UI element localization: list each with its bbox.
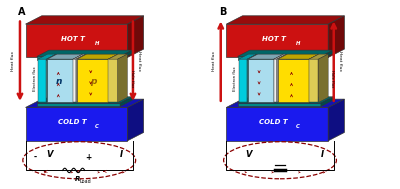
Text: Electron flux: Electron flux <box>32 67 36 91</box>
Text: n: n <box>56 77 62 86</box>
Polygon shape <box>274 54 284 102</box>
Polygon shape <box>247 54 257 102</box>
Text: Hole flux: Hole flux <box>130 70 134 88</box>
Polygon shape <box>278 54 319 59</box>
Polygon shape <box>328 16 344 57</box>
Polygon shape <box>238 97 333 103</box>
Polygon shape <box>248 54 284 59</box>
Text: Hole flux: Hole flux <box>330 70 334 88</box>
Polygon shape <box>37 50 132 57</box>
Text: Heat flux: Heat flux <box>338 51 342 71</box>
Polygon shape <box>46 54 56 102</box>
Text: p: p <box>90 77 96 86</box>
Text: COLD T: COLD T <box>259 119 288 125</box>
Polygon shape <box>238 103 321 106</box>
Text: I: I <box>321 149 324 159</box>
Polygon shape <box>239 54 257 59</box>
Text: HOT T: HOT T <box>61 36 85 42</box>
Polygon shape <box>226 99 344 108</box>
Text: Heat flux: Heat flux <box>212 51 216 71</box>
Polygon shape <box>108 59 118 102</box>
Text: V: V <box>245 149 252 159</box>
Polygon shape <box>278 59 309 102</box>
Polygon shape <box>38 54 56 59</box>
Polygon shape <box>238 57 321 60</box>
Text: C: C <box>95 124 99 129</box>
Text: B: B <box>219 7 226 17</box>
Polygon shape <box>226 108 328 141</box>
Polygon shape <box>73 54 83 102</box>
Polygon shape <box>239 59 247 102</box>
Polygon shape <box>274 54 286 59</box>
Text: COLD T: COLD T <box>58 119 87 125</box>
Polygon shape <box>37 103 120 106</box>
Polygon shape <box>238 50 333 57</box>
Text: V: V <box>46 149 53 159</box>
Polygon shape <box>73 54 86 59</box>
Polygon shape <box>108 54 118 102</box>
Polygon shape <box>47 54 83 59</box>
Text: Electron flux: Electron flux <box>233 67 237 91</box>
Polygon shape <box>118 54 127 102</box>
Polygon shape <box>120 97 132 106</box>
Polygon shape <box>321 97 333 106</box>
Text: Heat flux: Heat flux <box>138 51 142 71</box>
Polygon shape <box>248 59 274 102</box>
Polygon shape <box>226 16 344 24</box>
Polygon shape <box>309 54 328 59</box>
Polygon shape <box>127 99 144 141</box>
Polygon shape <box>37 57 120 60</box>
Polygon shape <box>127 16 144 57</box>
Polygon shape <box>321 50 333 60</box>
Text: -: - <box>33 153 36 162</box>
Text: HOT T: HOT T <box>262 36 286 42</box>
Polygon shape <box>108 54 127 59</box>
Text: R: R <box>75 176 80 182</box>
Polygon shape <box>77 54 118 59</box>
Polygon shape <box>277 54 286 102</box>
Polygon shape <box>309 59 318 102</box>
Polygon shape <box>328 99 344 141</box>
Polygon shape <box>38 59 46 102</box>
Text: A: A <box>18 7 26 17</box>
Polygon shape <box>226 24 328 57</box>
Text: Load: Load <box>80 179 92 184</box>
Text: C: C <box>296 124 300 129</box>
Polygon shape <box>26 99 144 108</box>
Polygon shape <box>318 54 328 102</box>
Polygon shape <box>26 108 127 141</box>
Text: +: + <box>85 153 92 162</box>
Polygon shape <box>309 54 319 102</box>
Polygon shape <box>77 59 108 102</box>
Polygon shape <box>76 54 86 102</box>
Polygon shape <box>47 59 73 102</box>
Polygon shape <box>26 24 127 57</box>
Text: H: H <box>296 41 300 46</box>
Text: H: H <box>95 41 99 46</box>
Text: I: I <box>120 149 123 159</box>
Polygon shape <box>73 59 76 102</box>
Polygon shape <box>37 97 132 103</box>
Polygon shape <box>120 50 132 60</box>
Polygon shape <box>26 16 144 24</box>
Polygon shape <box>274 59 277 102</box>
Text: Heat flux: Heat flux <box>12 51 16 71</box>
